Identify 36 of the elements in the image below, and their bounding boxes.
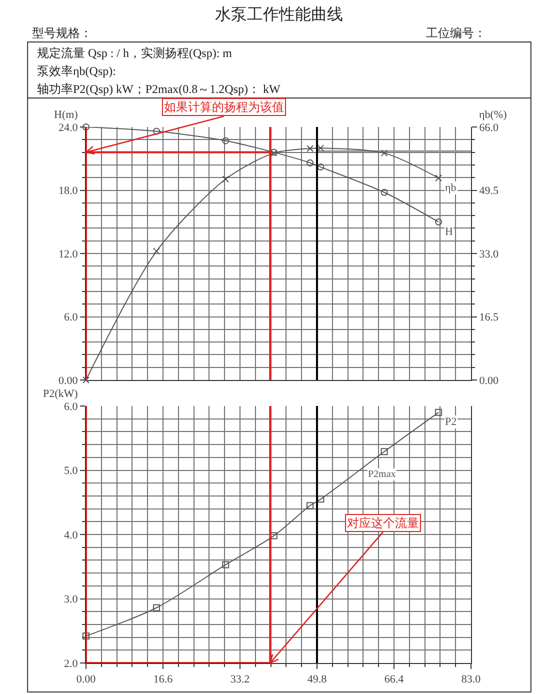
annotation: 如果计算的扬程为该值 [164, 100, 284, 114]
x-tick-label: 66.4 [384, 673, 404, 686]
y2-tick-label: 0.00 [479, 374, 500, 387]
y-tick-label: 6.0 [64, 312, 78, 324]
y-axis-title: H(m) [54, 109, 78, 121]
y2-tick-label: 66.0 [479, 122, 500, 134]
x-tick-label: 0.00 [76, 673, 96, 686]
x-tick-label: 33.2 [230, 673, 250, 686]
text: 泵效率ηb(Qsp): [37, 64, 116, 78]
y-axis-title: P2(kW) [43, 388, 78, 400]
y-tick-label: 5.0 [64, 465, 78, 478]
chart-title: 水泵工作性能曲线 [215, 6, 343, 24]
annotation: P2max [368, 469, 396, 480]
text: 轴功率P2(Qsp) kW；P2max(0.8～1.2Qsp)： kW [37, 82, 281, 96]
y-tick-label: 2.0 [64, 658, 78, 670]
y-tick-label: 4.0 [64, 529, 78, 542]
series-label: H [445, 226, 453, 238]
y2-tick-label: 16.5 [479, 312, 500, 324]
y-tick-label: 3.0 [64, 594, 78, 606]
y-tick-label: 12.0 [58, 248, 78, 260]
y-tick-label: 0.00 [58, 374, 78, 387]
x-tick-label: 49.8 [307, 673, 328, 686]
y-tick-label: 6.0 [64, 400, 78, 413]
text: 型号规格： [32, 26, 92, 40]
series-label: ηb [445, 182, 457, 194]
text: 工位编号： [426, 26, 486, 40]
y-tick-label: 18.0 [58, 185, 78, 198]
y-tick-label: 24.0 [58, 122, 78, 134]
x-tick-label: 83.0 [461, 673, 482, 686]
annotation: 对应这个流量 [347, 516, 419, 530]
y2-tick-label: 33.0 [479, 248, 500, 260]
x-tick-label: 16.6 [153, 673, 174, 686]
y2-tick-label: 49.5 [479, 185, 500, 198]
y2-axis-title: ηb(%) [479, 109, 508, 121]
series-label: P2 [445, 416, 457, 428]
text: 规定流量 Qsp : / h，实测扬程(Qsp): m [37, 46, 233, 60]
